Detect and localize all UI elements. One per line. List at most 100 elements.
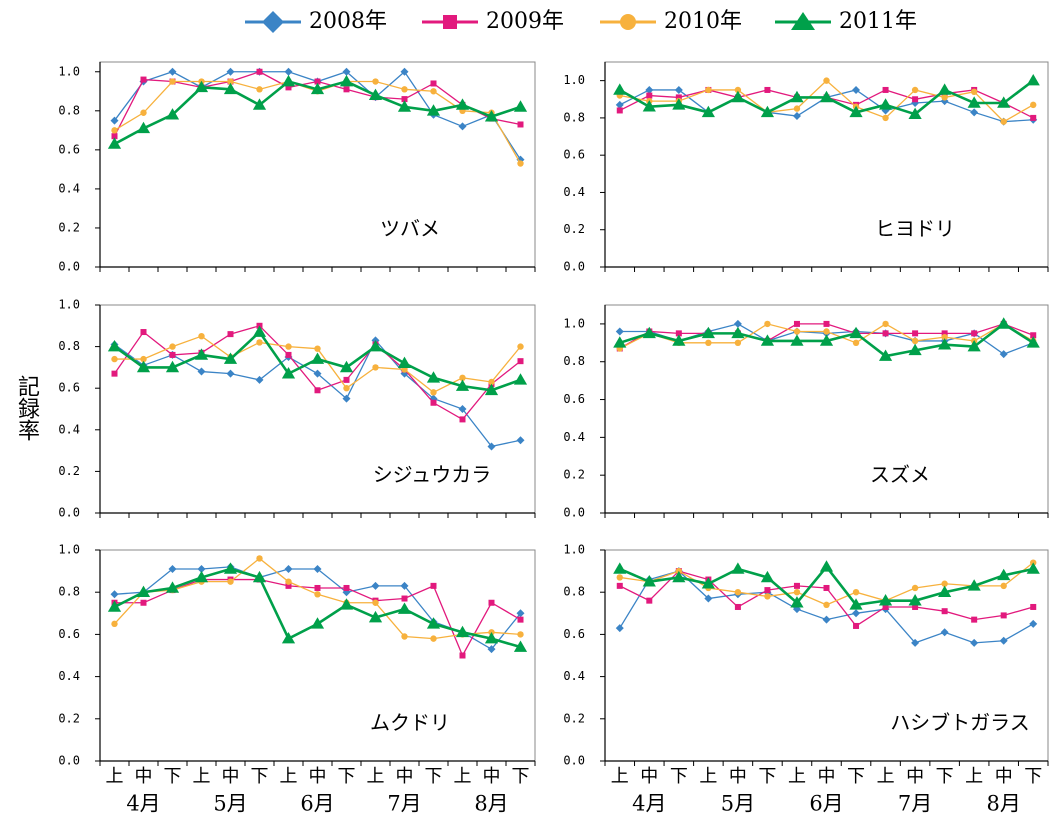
marker — [971, 616, 978, 623]
marker — [822, 615, 831, 624]
marker — [197, 564, 206, 573]
x-tick-label: 下 — [670, 766, 688, 787]
marker — [401, 96, 408, 103]
marker — [285, 582, 292, 589]
marker — [1030, 332, 1037, 339]
marker — [882, 603, 889, 610]
x-group-label: 7月 — [898, 792, 932, 816]
marker — [1026, 74, 1040, 86]
y-tick-label: 0.8 — [58, 585, 80, 599]
marker — [853, 622, 860, 629]
marker — [941, 94, 948, 101]
panel-label: ツバメ — [380, 217, 440, 241]
marker — [878, 594, 893, 606]
marker — [941, 330, 948, 337]
y-tick-label: 0.2 — [58, 464, 80, 478]
marker — [343, 376, 350, 383]
marker — [1026, 562, 1040, 574]
x-tick-label: 中 — [135, 766, 153, 787]
marker — [997, 317, 1011, 329]
marker — [1030, 603, 1037, 610]
y-tick-label: 0.6 — [58, 142, 80, 156]
marker — [198, 333, 205, 340]
panel-label: ムクドリ — [370, 711, 450, 735]
marker — [908, 594, 922, 606]
marker — [941, 333, 948, 341]
marker — [516, 609, 525, 618]
marker — [999, 350, 1008, 359]
marker — [938, 83, 952, 95]
marker — [285, 84, 292, 91]
marker — [734, 339, 742, 347]
marker — [615, 100, 624, 109]
marker — [226, 67, 235, 76]
marker — [1000, 582, 1007, 590]
marker — [111, 370, 118, 377]
marker — [613, 562, 627, 574]
x-tick-label: 中 — [309, 766, 327, 787]
marker — [852, 339, 860, 347]
marker — [819, 90, 834, 103]
x-group-label: 7月 — [387, 792, 421, 816]
x-group-label: 5月 — [721, 792, 755, 816]
y-tick-label: 0.6 — [563, 148, 585, 162]
y-tick-label: 0.4 — [563, 430, 585, 444]
marker — [368, 340, 383, 352]
marker — [136, 585, 151, 597]
y-tick-label: 0.0 — [58, 260, 80, 274]
marker — [256, 555, 263, 562]
marker — [911, 638, 920, 647]
marker — [941, 608, 948, 615]
x-tick-label: 上 — [280, 766, 298, 787]
marker — [372, 599, 379, 606]
marker — [194, 80, 209, 93]
x-tick-label: 中 — [222, 766, 240, 787]
x-group-label: 5月 — [213, 792, 247, 816]
marker — [227, 78, 234, 85]
marker — [401, 86, 408, 93]
marker — [430, 80, 437, 87]
marker — [513, 640, 528, 652]
marker — [252, 325, 267, 337]
marker — [140, 76, 147, 83]
marker — [882, 320, 889, 328]
marker — [111, 127, 118, 134]
marker — [285, 578, 292, 585]
y-tick-label: 0.8 — [58, 339, 80, 353]
y-tick-label: 0.4 — [58, 422, 80, 436]
marker — [674, 85, 683, 94]
y-tick-label: 0.2 — [58, 711, 80, 725]
marker — [285, 343, 292, 350]
marker — [672, 334, 686, 346]
y-tick-label: 0.0 — [58, 506, 80, 520]
marker — [430, 635, 437, 642]
y-tick-label: 1.0 — [563, 73, 585, 87]
marker — [701, 577, 715, 589]
x-tick-label: 下 — [758, 766, 776, 787]
marker — [314, 78, 321, 85]
marker — [967, 96, 981, 108]
y-tick-label: 0.2 — [58, 220, 80, 234]
x-tick-label: 中 — [729, 766, 747, 787]
x-tick-label: 中 — [640, 766, 658, 787]
marker — [849, 598, 863, 610]
marker — [997, 568, 1011, 581]
y-tick-label: 0.0 — [58, 754, 80, 768]
panel-label: ハシブトガラス — [890, 711, 1030, 735]
marker — [401, 595, 408, 602]
marker — [613, 336, 627, 348]
marker — [793, 582, 800, 589]
marker — [107, 340, 122, 352]
marker — [368, 88, 383, 100]
marker — [642, 326, 656, 339]
marker — [793, 328, 801, 335]
marker — [613, 83, 627, 95]
x-tick-label: 下 — [425, 766, 443, 787]
marker — [764, 86, 771, 93]
marker — [252, 98, 267, 110]
marker — [616, 574, 623, 581]
marker — [165, 360, 180, 373]
legend-marker — [443, 15, 457, 29]
marker — [169, 343, 176, 350]
